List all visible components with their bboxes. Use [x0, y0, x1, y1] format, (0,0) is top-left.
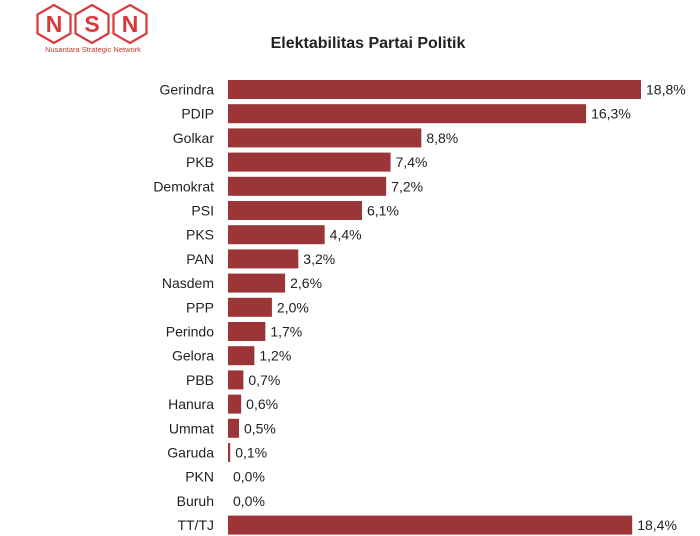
value-label: 6,1%	[367, 203, 399, 219]
category-label: Demokrat	[153, 178, 214, 194]
logo-tagline: Nusantara Strategic Network	[45, 45, 141, 54]
category-label: Golkar	[173, 130, 215, 146]
bar	[228, 128, 422, 148]
bar	[228, 176, 387, 196]
category-label: PKB	[186, 154, 214, 170]
value-label: 0,1%	[235, 445, 267, 461]
logo-letter: N	[46, 11, 63, 37]
value-label: 0,5%	[244, 420, 276, 436]
value-label: 18,4%	[637, 517, 677, 533]
logo-letter: N	[122, 11, 139, 37]
bar	[228, 104, 587, 124]
value-label: 7,4%	[396, 154, 428, 170]
value-label: 0,0%	[233, 469, 265, 485]
category-label: TT/TJ	[177, 517, 214, 533]
bar	[228, 201, 363, 220]
logo-hexagon	[112, 4, 148, 45]
value-label: 1,7%	[270, 324, 302, 340]
bar	[228, 80, 641, 99]
value-label: 16,3%	[591, 106, 631, 122]
logo-letter: S	[84, 11, 99, 37]
value-label: 1,2%	[259, 348, 291, 364]
bar	[228, 346, 255, 366]
bar	[228, 297, 272, 317]
category-label: Nasdem	[162, 275, 214, 291]
bar	[228, 273, 286, 293]
category-label: Hanura	[168, 396, 214, 412]
bar	[228, 370, 244, 390]
logo-hexagon	[74, 4, 110, 45]
category-label: PBB	[186, 372, 214, 388]
bar	[228, 225, 325, 245]
category-label: PKS	[186, 227, 214, 243]
value-label: 0,6%	[246, 396, 278, 412]
value-label: 0,0%	[233, 493, 265, 509]
value-label: 7,2%	[391, 178, 423, 194]
value-label: 2,6%	[290, 275, 322, 291]
bar	[228, 515, 633, 535]
value-label: 4,4%	[330, 227, 362, 243]
category-label: Gelora	[172, 348, 214, 364]
category-label: Garuda	[167, 445, 214, 461]
value-label: 8,8%	[426, 130, 458, 146]
bar	[228, 249, 299, 269]
logo-hexagon	[36, 4, 72, 45]
bar	[228, 152, 391, 172]
category-label: PAN	[186, 251, 214, 267]
category-label: Ummat	[169, 420, 214, 436]
category-label: Buruh	[177, 493, 214, 509]
category-label: Gerindra	[160, 82, 215, 98]
chart-title: Elektabilitas Partai Politik	[270, 35, 466, 52]
bar	[228, 322, 266, 341]
bar	[228, 443, 231, 462]
category-label: PKN	[185, 469, 214, 485]
category-label: Perindo	[166, 324, 214, 340]
value-label: 2,0%	[277, 299, 309, 315]
value-label: 3,2%	[303, 251, 335, 267]
bar	[228, 394, 242, 414]
category-label: PPP	[186, 299, 214, 315]
category-label: PSI	[191, 203, 214, 219]
category-label: PDIP	[181, 106, 214, 122]
bar	[228, 418, 239, 438]
value-label: 0,7%	[248, 372, 280, 388]
value-label: 18,8%	[646, 82, 686, 98]
